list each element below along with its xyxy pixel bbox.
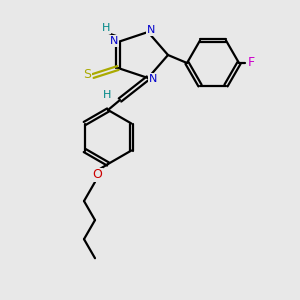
Text: O: O bbox=[92, 169, 102, 182]
Text: F: F bbox=[248, 56, 255, 70]
Text: H: H bbox=[103, 90, 111, 100]
Text: S: S bbox=[83, 68, 91, 82]
Text: N: N bbox=[147, 25, 155, 35]
Text: N: N bbox=[149, 74, 157, 84]
Text: N: N bbox=[110, 36, 118, 46]
Text: H: H bbox=[102, 23, 110, 33]
